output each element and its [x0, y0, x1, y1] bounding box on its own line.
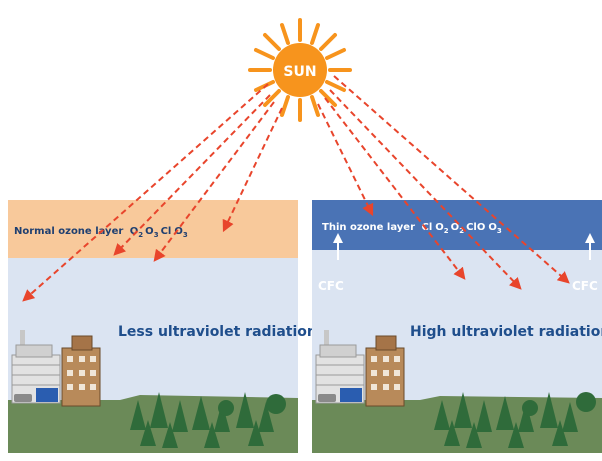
uv-ray-blocked-3 — [222, 107, 283, 233]
right-car-truck — [318, 388, 362, 402]
high-uv-caption: High ultraviolet radiation — [410, 324, 602, 340]
uv-ray-to-ground-left — [22, 83, 269, 302]
uv-ray-right-3 — [329, 89, 522, 290]
thin-ozone-layer — [312, 200, 602, 250]
uv-ray-blocked-1 — [113, 94, 271, 256]
sun: SUN — [248, 18, 352, 122]
normal-ozone-layer — [8, 200, 298, 258]
right-building — [365, 335, 405, 407]
left-building — [61, 335, 101, 407]
cfc-left-label: CFC — [318, 279, 344, 293]
right-forest — [434, 392, 596, 448]
uv-ray-blocked-2 — [153, 101, 275, 262]
cfc-right-label: CFC — [572, 279, 598, 293]
sun-disc — [273, 43, 327, 97]
left-car-truck — [14, 388, 58, 402]
uv-ray-right-1 — [317, 103, 374, 217]
left-forest — [130, 392, 286, 448]
uv-ray-right-4 — [333, 75, 570, 284]
less-uv-caption: Less ultraviolet radiation — [118, 324, 317, 340]
left-panel: Normal ozone layer O2 O3 Cl O3 Less ultravi… — [8, 200, 317, 453]
sun-rays — [248, 18, 352, 122]
normal-ozone-layer-label: Normal ozone layer O2 O3 Cl O3 — [14, 226, 188, 239]
thin-ozone-layer-label: Thin ozone layer Cl O2 O2 ClO O3 — [322, 222, 502, 235]
uv-ray-right-2 — [324, 97, 466, 280]
right-panel: Thin ozone layer Cl O2 O2 ClO O3 CFC CFC Hig… — [312, 200, 602, 453]
uv-rays — [22, 75, 570, 302]
sun-label: SUN — [283, 64, 316, 80]
